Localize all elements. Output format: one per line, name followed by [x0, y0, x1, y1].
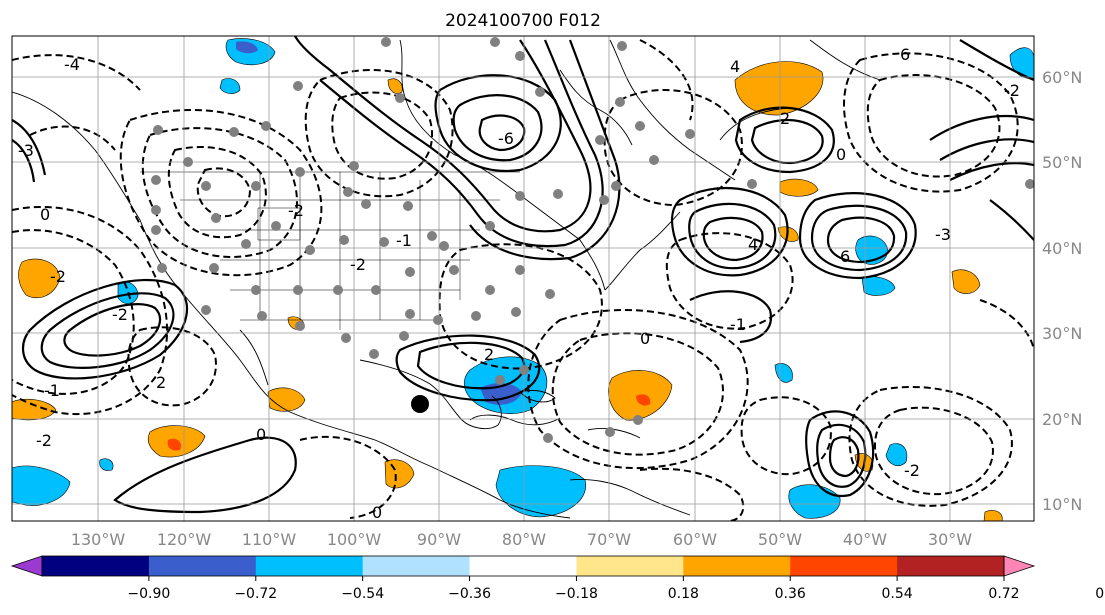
solid-contours — [12, 36, 1034, 514]
contour-label: -1 — [730, 315, 746, 334]
colorbar-segment — [469, 556, 577, 576]
contour-label: 4 — [730, 57, 740, 76]
lat-tick: 30°N — [1042, 324, 1082, 343]
lat-tick: 20°N — [1042, 410, 1082, 429]
lon-tick: 100°W — [327, 530, 382, 549]
colorbar-frame — [41, 555, 1005, 577]
lat-tick: 50°N — [1042, 153, 1082, 172]
colorbar-tick-label: 0.54 — [882, 586, 913, 602]
lon-tick: 80°W — [502, 530, 546, 549]
lon-tick: 40°W — [843, 530, 887, 549]
lon-tick: 30°W — [928, 530, 972, 549]
lon-tick: 90°W — [417, 530, 461, 549]
lon-tick: 60°W — [673, 530, 717, 549]
station-markers — [151, 37, 1034, 443]
contour-label: 6 — [840, 247, 850, 266]
contour-label: 0 — [372, 503, 382, 522]
negative-anomaly-area — [219, 78, 241, 94]
positive-anomaly-area — [267, 387, 306, 412]
lat-tick: 10°N — [1042, 495, 1082, 514]
colorbar-tick-label: −0.72 — [234, 586, 277, 602]
positive-anomaly-area — [18, 258, 61, 299]
colorbar-tick-label: 0.18 — [668, 586, 699, 602]
positive-anomaly-area — [779, 178, 819, 197]
contour-label: 2 — [484, 345, 494, 364]
contour-label: -2 — [288, 201, 304, 220]
lon-tick: 120°W — [157, 530, 212, 549]
colorbar-segment — [790, 556, 898, 576]
lon-tick: 50°W — [758, 530, 802, 549]
positive-anomaly-area — [12, 398, 57, 421]
contour-label: 0 — [256, 425, 266, 444]
contour-label: -4 — [64, 55, 80, 74]
negative-anomaly-area — [885, 443, 908, 466]
colorbar-segment — [897, 556, 1005, 576]
contour-label: -3 — [18, 141, 34, 160]
contour-label: -2 — [112, 305, 128, 324]
colorbar: −0.90 −0.72 −0.54 −0.36 −0.18 0.18 0.36 0.54 0.7… — [10, 555, 1105, 602]
contour-labels: -4 -3 -2 -1 0 0 -2 -2 2 -2 -2 -1 2 -6 4 … — [18, 45, 1020, 522]
contour-label: -2 — [36, 431, 52, 450]
contour-label: -2 — [350, 255, 366, 274]
positive-anomaly-area — [734, 61, 824, 116]
lat-tick-labels: 60°N 50°N 40°N 30°N 20°N 10°N — [1042, 68, 1082, 514]
contour-label: -1 — [44, 381, 60, 400]
contour-label: 2 — [156, 373, 166, 392]
contour-label: 4 — [748, 235, 758, 254]
contour-label: 2 — [780, 109, 790, 128]
colorbar-segment — [683, 556, 791, 576]
lat-tick: 40°N — [1042, 239, 1082, 258]
map-panel: -4 -3 -2 -1 0 0 -2 -2 2 -2 -2 -1 2 -6 4 … — [11, 35, 1082, 549]
positive-anomaly-area — [636, 394, 651, 406]
colorbar-extend-high — [1003, 555, 1036, 577]
positive-anomaly-area — [387, 78, 403, 94]
contour-label: -2 — [1004, 81, 1020, 100]
lon-tick: 70°W — [587, 530, 631, 549]
colorbar-segment — [42, 556, 150, 576]
colorbar-tick-label: −0.90 — [127, 586, 170, 602]
contour-label: -2 — [50, 267, 66, 286]
colorbar-tick-label: −0.36 — [448, 586, 491, 602]
contour-label: -1 — [396, 231, 412, 250]
contour-label: 6 — [900, 45, 910, 64]
contour-label: -6 — [498, 129, 514, 148]
positive-anomaly-area — [983, 510, 1003, 521]
colorbar-tick-label: 0.36 — [775, 586, 806, 602]
contour-label: 0 — [40, 205, 50, 224]
positive-anomaly-area — [167, 438, 182, 451]
colorbar-segment — [148, 556, 257, 576]
coastlines — [12, 39, 881, 519]
colorbar-segment — [255, 556, 364, 576]
contour-label: 0 — [640, 329, 650, 348]
colorbar-tick-label: 0.72 — [988, 586, 1019, 602]
graticule — [12, 36, 1034, 521]
positive-anomaly-area — [951, 269, 981, 294]
storm-center-marker — [411, 395, 429, 413]
negative-anomaly-area — [236, 41, 258, 54]
contour-label: 0 — [836, 145, 846, 164]
dashed-contours — [12, 39, 1034, 521]
negative-anomaly-area — [774, 363, 793, 383]
colorbar-tick-label: −0.54 — [341, 586, 384, 602]
negative-anomaly-area — [12, 465, 71, 506]
lon-tick: 130°W — [71, 530, 126, 549]
map-title: 2024100700 F012 — [445, 11, 601, 31]
colorbar-tick-label: −0.18 — [555, 586, 598, 602]
colorbar-segment — [576, 556, 684, 576]
lat-tick: 60°N — [1042, 68, 1082, 87]
contour-label: -2 — [904, 461, 920, 480]
colorbar-extend-low — [10, 555, 43, 577]
contour-label: -3 — [935, 225, 951, 244]
lon-tick: 110°W — [242, 530, 297, 549]
colorbar-segment — [362, 556, 471, 576]
lon-tick-labels: 130°W 120°W 110°W 100°W 90°W 80°W 70°W 6… — [71, 530, 972, 549]
negative-anomaly-area — [99, 458, 114, 471]
colorbar-tick-label: 0.90 — [1095, 586, 1105, 602]
